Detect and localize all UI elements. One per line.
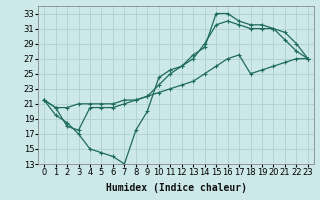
X-axis label: Humidex (Indice chaleur): Humidex (Indice chaleur) (106, 183, 246, 193)
